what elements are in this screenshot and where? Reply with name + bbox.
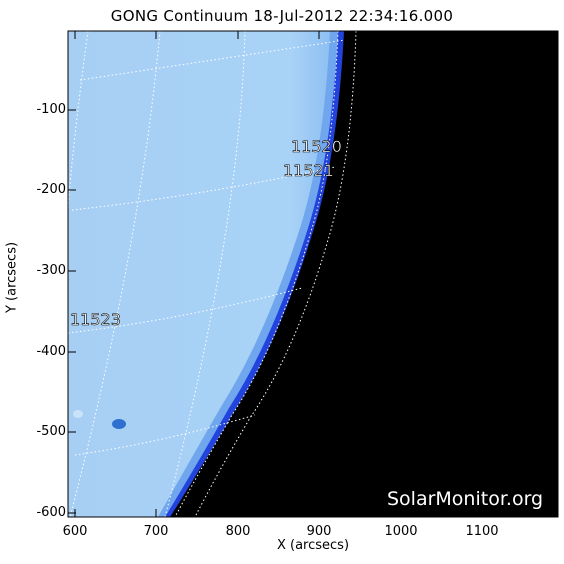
region-label-11521: 11521: [283, 161, 334, 180]
x-tick-label: 1100: [465, 524, 499, 539]
heliographic-grid: [68, 31, 357, 517]
watermark: SolarMonitor.org: [387, 488, 543, 510]
x-tick-marks: [74, 31, 483, 517]
solar-disk: [68, 31, 330, 517]
y-tick-label: -600: [36, 505, 66, 520]
region-labels: 11520 11521 11523: [70, 137, 343, 330]
plot-frame: [67, 30, 559, 518]
sunspot: [112, 419, 126, 429]
x-tick-label: 700: [143, 524, 169, 539]
y-tick-marks: [68, 109, 558, 514]
x-tick-label: 600: [62, 524, 88, 539]
x-tick-label: 900: [306, 524, 332, 539]
y-axis-label: Y (arcsecs): [4, 241, 20, 314]
y-tick-label: -400: [36, 344, 66, 359]
x-tick-label: 1000: [384, 524, 418, 539]
x-axis-label: X (arcsecs): [276, 538, 350, 553]
facula: [73, 410, 83, 418]
region-label-11523: 11523: [70, 310, 121, 329]
x-tick-label: 800: [225, 524, 251, 539]
y-tick-label: -300: [36, 263, 66, 278]
y-tick-label: -200: [36, 182, 66, 197]
region-label-11520: 11520: [291, 137, 342, 156]
y-tick-label: -500: [36, 424, 66, 439]
y-tick-label: -100: [36, 102, 66, 117]
plot-title: GONG Continuum 18-Jul-2012 22:34:16.000: [110, 7, 454, 25]
